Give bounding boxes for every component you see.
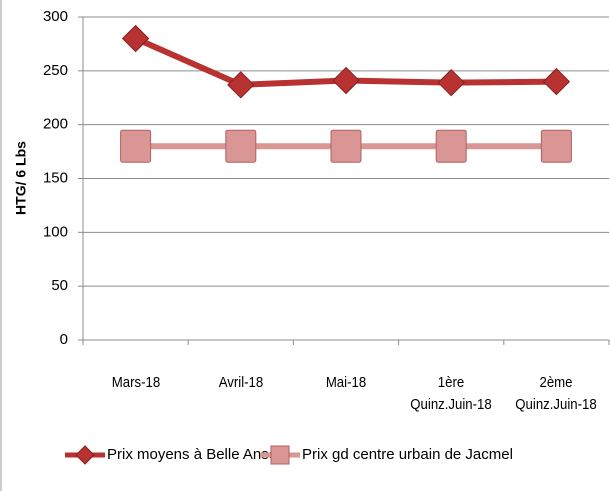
data-point [332,66,360,95]
data-point [540,129,572,163]
x-tick-label: Avril-18 [218,374,264,391]
data-point [542,67,571,96]
y-tick-label: 100 [43,223,68,240]
legend-marker [75,445,95,465]
x-tick-label: Mars-18 [111,374,160,391]
legend-label: Prix gd centre urbain de Jacmel [302,446,513,463]
y-axis-label: HTG/ 6 Lbs [13,141,29,215]
x-tick-label: Mai-18 [325,374,367,391]
y-tick-label: 150 [43,169,68,186]
data-point [330,129,362,163]
data-point [435,129,467,163]
y-tick-label: 50 [51,277,68,294]
y-tick-label: 250 [43,62,68,79]
y-tick-label: 200 [43,116,68,133]
data-point [225,129,257,163]
legend-label: Prix moyens à Belle Anse [107,446,277,463]
data-point [437,68,465,97]
data-point [120,129,152,163]
legend-marker [270,445,290,465]
y-tick-label: 300 [43,8,68,25]
data-point [227,71,255,99]
x-tick-label: 1ère Quinz.Juin-18 [410,374,492,413]
y-tick-label: 0 [60,331,68,348]
data-point [121,24,150,53]
x-tick-label: 2ème Quinz.Juin-18 [515,374,598,413]
